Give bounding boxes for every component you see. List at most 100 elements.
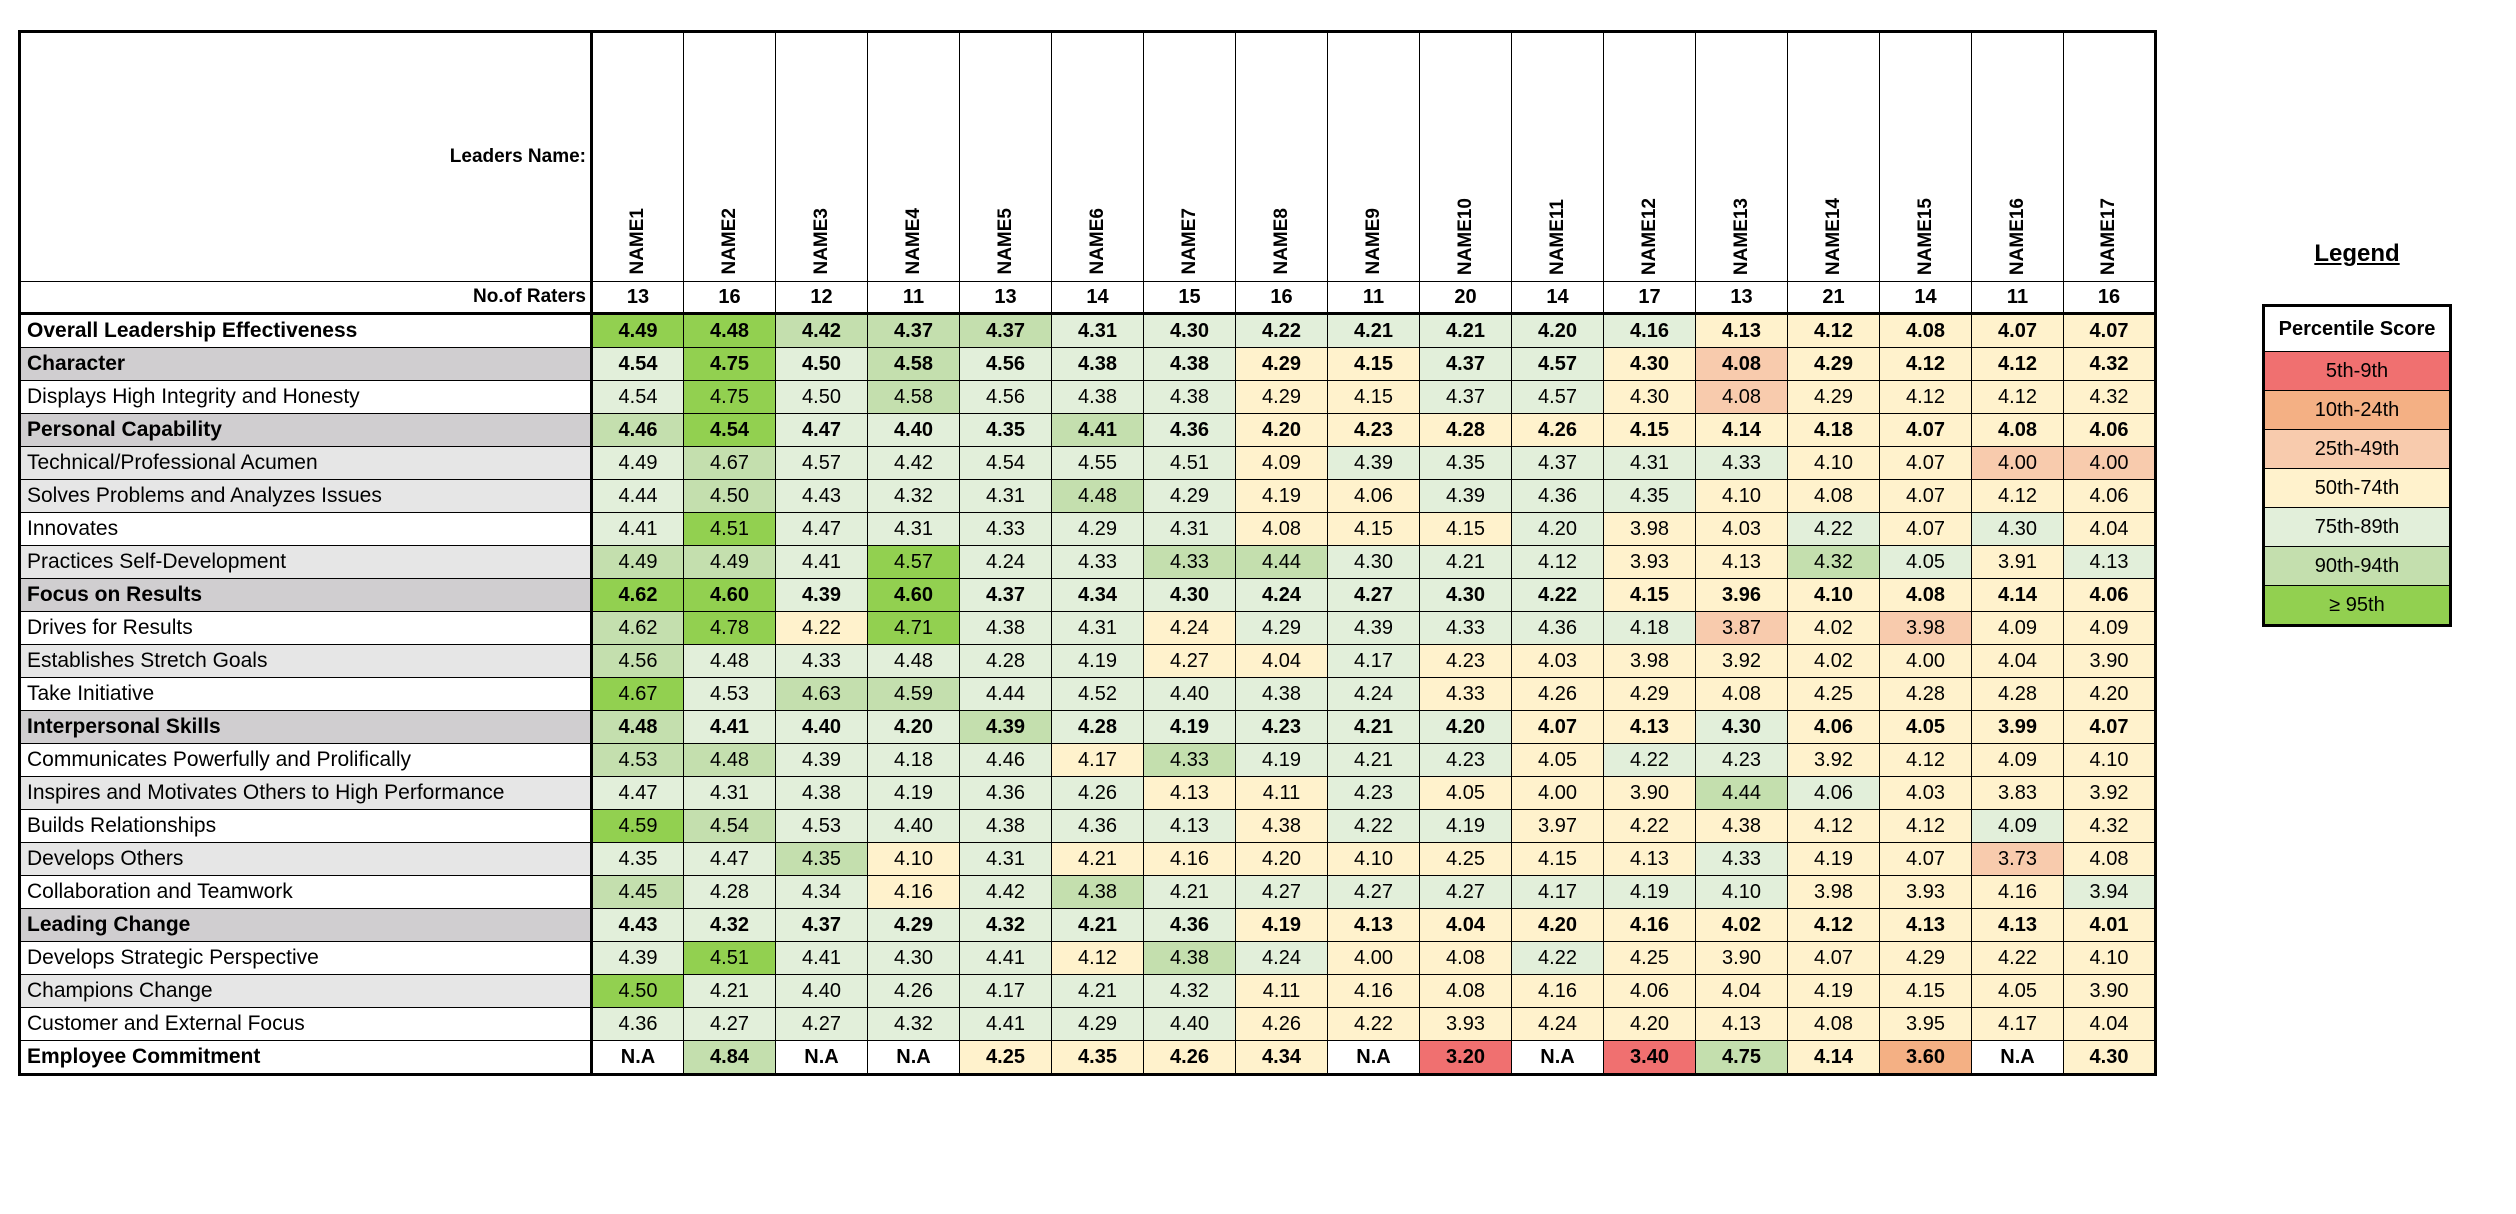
score-cell: 4.51	[683, 512, 776, 546]
score-cell: 4.59	[591, 809, 684, 843]
row-label: Technical/Professional Acumen	[19, 446, 593, 480]
score-cell: 4.04	[1695, 974, 1788, 1008]
score-cell: 4.18	[1787, 413, 1880, 447]
score-cell: 4.33	[959, 512, 1052, 546]
score-cell: 4.15	[1603, 413, 1696, 447]
score-cell: 3.60	[1879, 1040, 1972, 1075]
score-cell: 4.32	[1787, 545, 1880, 579]
score-cell: 4.21	[1419, 545, 1512, 579]
score-cell: 4.07	[1971, 313, 2064, 348]
score-cell: 4.32	[959, 908, 1052, 942]
score-cell: 4.11	[1235, 974, 1328, 1008]
score-cell: 3.20	[1419, 1040, 1512, 1075]
score-cell: 4.60	[867, 578, 960, 612]
leader-name: NAME11	[1546, 198, 1568, 275]
score-cell: 4.12	[1787, 908, 1880, 942]
score-cell: 4.07	[1511, 710, 1604, 744]
score-cell: 4.08	[1419, 941, 1512, 975]
score-cell: 4.09	[2063, 611, 2156, 645]
score-cell: 4.23	[1419, 644, 1512, 678]
leader-name-cell: NAME16	[1971, 31, 2064, 282]
score-cell: 4.48	[683, 743, 776, 777]
leader-name: NAME14	[1822, 197, 1844, 275]
score-cell: 4.30	[1143, 313, 1236, 348]
score-cell: 4.12	[1971, 347, 2064, 381]
score-cell: 4.08	[1695, 347, 1788, 381]
score-cell: 4.29	[1879, 941, 1972, 975]
score-cell: 4.32	[683, 908, 776, 942]
score-cell: 4.54	[683, 413, 776, 447]
score-cell: 4.12	[1879, 743, 1972, 777]
score-cell: 4.29	[1235, 380, 1328, 414]
score-cell: 4.13	[1603, 710, 1696, 744]
raters-row: No.of Raters 13 16 12 11 13 14 15 16 11 20 14 17 13 2…	[19, 281, 2156, 315]
score-cell: 4.15	[1327, 380, 1420, 414]
row-label: Employee Commitment	[19, 1040, 593, 1075]
score-cell: 4.10	[1787, 578, 1880, 612]
score-cell: 3.73	[1971, 842, 2064, 876]
score-cell: 3.93	[1419, 1007, 1512, 1041]
score-cell: 4.21	[1327, 743, 1420, 777]
score-cell: 4.08	[1695, 677, 1788, 711]
score-cell: 4.48	[591, 710, 684, 744]
score-cell: 4.17	[1051, 743, 1144, 777]
score-cell: 4.38	[1143, 941, 1236, 975]
score-cell: 4.54	[959, 446, 1052, 480]
score-cell: 3.92	[2063, 776, 2156, 810]
row-label: Take Initiative	[19, 677, 593, 711]
row-label: Personal Capability	[19, 413, 593, 447]
legend-item: 50th-74th	[2263, 468, 2451, 508]
leader-name: NAME9	[1362, 208, 1384, 275]
score-cell: 3.95	[1879, 1007, 1972, 1041]
row-label: Develops Strategic Perspective	[19, 941, 593, 975]
rater-count: 21	[1787, 281, 1880, 315]
rater-count: 11	[1327, 281, 1420, 315]
score-cell: 4.32	[1143, 974, 1236, 1008]
score-cell: 4.13	[1695, 313, 1788, 348]
score-cell: 4.15	[1327, 347, 1420, 381]
score-cell: 4.19	[1419, 809, 1512, 843]
score-cell: 4.12	[1051, 941, 1144, 975]
score-cell: 4.48	[683, 644, 776, 678]
row-label: Solves Problems and Analyzes Issues	[19, 479, 593, 513]
score-cell: 4.32	[867, 479, 960, 513]
row-label: Displays High Integrity and Honesty	[19, 380, 593, 414]
score-cell: 4.56	[591, 644, 684, 678]
score-cell: 4.78	[683, 611, 776, 645]
score-cell: 4.37	[1419, 347, 1512, 381]
score-cell: 4.53	[775, 809, 868, 843]
competency-row: Collaboration and Teamwork 4.45 4.28 4.34 4.…	[19, 875, 2156, 909]
score-cell: 3.92	[1695, 644, 1788, 678]
score-cell: 3.90	[1695, 941, 1788, 975]
score-cell: 4.05	[1971, 974, 2064, 1008]
row-label: Builds Relationships	[19, 809, 593, 843]
score-cell: 4.20	[1235, 413, 1328, 447]
score-cell: 4.47	[775, 512, 868, 546]
score-cell: 4.22	[1511, 578, 1604, 612]
score-cell: N.A	[1327, 1040, 1420, 1075]
score-cell: 4.07	[2063, 710, 2156, 744]
score-cell: 4.22	[1603, 809, 1696, 843]
competency-row: Drives for Results 4.62 4.78 4.22 4.71 4.38 4.…	[19, 611, 2156, 645]
score-cell: N.A	[1971, 1040, 2064, 1075]
score-cell: 4.50	[591, 974, 684, 1008]
score-cell: 4.36	[1143, 908, 1236, 942]
score-cell: 4.22	[1971, 941, 2064, 975]
row-label: Develops Others	[19, 842, 593, 876]
score-cell: 4.30	[1419, 578, 1512, 612]
row-label: Collaboration and Teamwork	[19, 875, 593, 909]
rater-count: 15	[1143, 281, 1236, 315]
legend-item: 75th-89th	[2263, 507, 2451, 547]
score-cell: 4.19	[867, 776, 960, 810]
score-cell: 3.91	[1971, 545, 2064, 579]
leader-name-cell: NAME9	[1327, 31, 1420, 282]
score-cell: 4.56	[959, 380, 1052, 414]
score-cell: 4.54	[683, 809, 776, 843]
score-cell: 4.09	[1971, 809, 2064, 843]
score-cell: 4.43	[775, 479, 868, 513]
score-cell: 3.90	[2063, 974, 2156, 1008]
score-cell: 4.37	[867, 313, 960, 348]
score-cell: 4.00	[1327, 941, 1420, 975]
score-cell: 4.47	[683, 842, 776, 876]
score-cell: 4.20	[1511, 313, 1604, 348]
